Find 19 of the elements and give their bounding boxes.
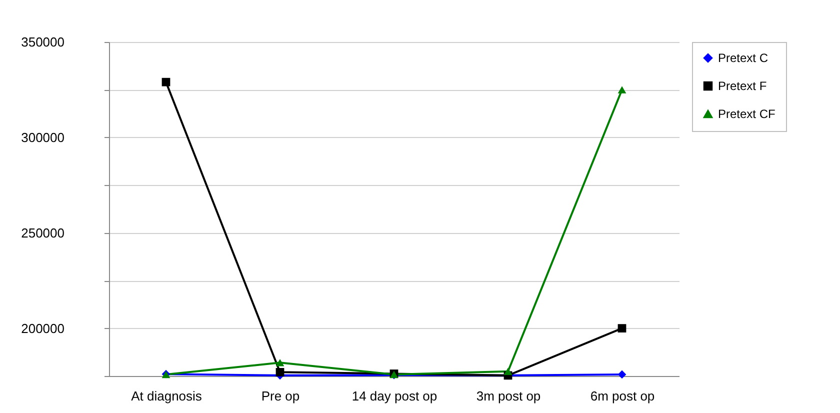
point: [276, 359, 284, 366]
legend-label: Pretext CF: [718, 107, 776, 121]
x-tick-label: 14 day post op: [352, 388, 438, 404]
x-tick-label: 6m post op: [590, 388, 655, 404]
y-tick-label: 250000: [21, 225, 64, 240]
point: [618, 86, 626, 94]
x-tick-label: 3m post op: [476, 388, 541, 404]
y-tick-label: 300000: [21, 130, 64, 145]
x-tick-label: At diagnosis: [131, 388, 202, 404]
point: [162, 78, 170, 86]
point: [618, 370, 626, 379]
legend-label: Pretext C: [718, 51, 768, 65]
x-tick-label: Pre op: [261, 388, 300, 404]
y-tick-label: 350000: [21, 34, 64, 50]
y-tick-label: 200000: [21, 320, 64, 336]
point: [504, 368, 512, 376]
point: [276, 368, 284, 376]
legend-label: Pretext F: [718, 79, 767, 93]
point: [618, 324, 626, 332]
